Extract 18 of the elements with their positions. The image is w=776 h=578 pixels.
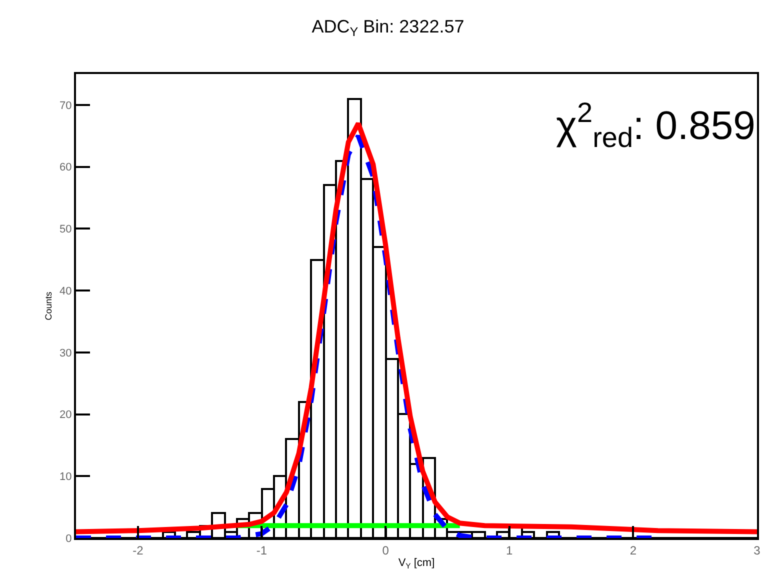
y-tick-label: 50 bbox=[60, 224, 72, 236]
x-tick-label: 1 bbox=[506, 543, 514, 558]
y-tick-label: 20 bbox=[60, 409, 72, 422]
annotation: χ$^{2}$$_{red}$: 0.859 bbox=[556, 97, 756, 154]
y-tick-label: 10 bbox=[60, 470, 72, 483]
chart-title: ADC$_{Y}$ Bin: 2322.57 bbox=[312, 16, 464, 40]
y-tick-label: 60 bbox=[60, 162, 72, 174]
x-tick-label: 0 bbox=[382, 543, 390, 558]
x-tick-label: 2 bbox=[630, 543, 637, 558]
y-axis-title: Counts bbox=[43, 291, 54, 320]
x-axis-title: V$_{Y}$ [cm] bbox=[398, 557, 435, 570]
y-tick-label: 70 bbox=[60, 100, 72, 112]
y-tick-label: 30 bbox=[60, 347, 72, 360]
x-tick-label: -1 bbox=[256, 543, 268, 558]
y-tick-label: 40 bbox=[60, 285, 72, 298]
x-tick-label: 3 bbox=[754, 543, 761, 558]
y-tick-label: 0 bbox=[66, 532, 72, 545]
x-tick-label: -2 bbox=[132, 543, 144, 558]
